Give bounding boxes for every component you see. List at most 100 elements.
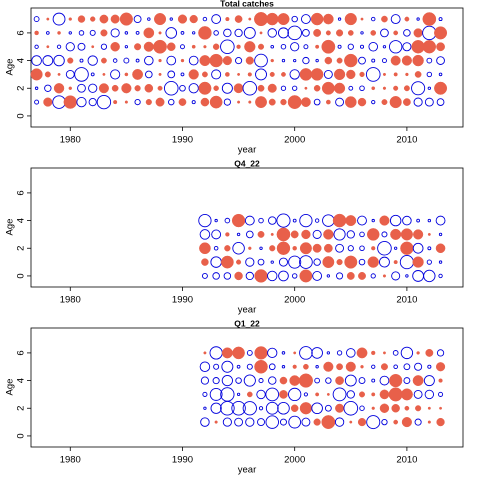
bubble-positive (336, 363, 343, 371)
bubble-negative (423, 375, 435, 387)
bubble-negative (290, 42, 300, 52)
y-axis-label: Age (5, 219, 16, 236)
bubble-positive (258, 43, 265, 50)
x-tick-label: 2000 (284, 295, 305, 306)
bubble-positive (379, 389, 390, 400)
bubble-negative (234, 417, 243, 427)
bubble-positive (68, 17, 72, 21)
bubble-positive (411, 40, 425, 54)
bubble-positive (299, 242, 312, 255)
x-axis-label: year (238, 145, 256, 156)
bubble-negative (34, 99, 40, 105)
bubble-positive (381, 99, 388, 106)
bubble-negative (236, 392, 241, 397)
bubble-negative (123, 57, 130, 64)
bubble-negative (323, 69, 333, 79)
bubble-positive (371, 406, 375, 410)
bubble-negative (399, 255, 414, 270)
bubble-negative (292, 218, 297, 223)
bubble-negative (220, 387, 235, 402)
bubble-negative (257, 258, 265, 266)
bubble-positive (281, 72, 286, 77)
bubble-positive (178, 98, 187, 106)
bubble-negative (299, 346, 313, 360)
bubble-positive (401, 55, 412, 66)
bubble-positive (268, 98, 276, 106)
bubble-positive (30, 68, 43, 81)
bubble-negative (235, 377, 242, 384)
bubble-negative (427, 86, 431, 90)
bubble-negative (211, 69, 222, 80)
bubble-positive (335, 403, 345, 413)
bubble-positive (414, 71, 422, 78)
bubble-negative (303, 44, 309, 50)
bubble-positive (304, 86, 308, 90)
bubble-positive (257, 84, 265, 92)
bubble-positive (336, 259, 343, 266)
bubble-positive (269, 245, 276, 252)
bubble-positive (276, 241, 291, 255)
bubble-positive (124, 72, 129, 77)
bubble-negative (147, 17, 151, 21)
bubble-negative (145, 70, 153, 79)
bubble-negative (214, 218, 218, 223)
bubble-negative (322, 214, 335, 227)
bubble-positive (101, 57, 107, 64)
bubble-positive (371, 392, 376, 397)
bubble-negative (56, 44, 62, 49)
bubble-positive (371, 350, 376, 356)
bubble-negative (278, 257, 288, 267)
bubble-positive (134, 85, 141, 92)
bubble-negative (213, 245, 219, 251)
bubble-positive (254, 269, 268, 283)
bubble-positive (269, 71, 275, 77)
y-tick-label: 4 (16, 218, 27, 223)
bubble-negative (232, 242, 245, 255)
bubble-positive (254, 359, 268, 374)
bubble-positive (439, 406, 442, 410)
bubble-negative (426, 57, 433, 64)
bubble-negative (210, 256, 222, 268)
bubble-negative (268, 376, 277, 385)
bubble-positive (144, 83, 154, 93)
bubble-negative (224, 217, 231, 224)
bubble-positive (34, 30, 39, 36)
bubble-positive (68, 86, 72, 90)
bubble-negative (412, 270, 425, 282)
bubble-positive (234, 15, 243, 23)
bubble-positive (323, 13, 334, 25)
bubble-negative (365, 67, 381, 82)
bubble-negative (332, 387, 347, 402)
bubble-negative (277, 27, 289, 39)
bubble-negative (34, 44, 39, 49)
bubble-negative (210, 402, 222, 414)
bubble-negative (413, 389, 423, 399)
bubble-negative (303, 392, 308, 397)
bubble-negative (245, 417, 255, 427)
bubble-negative (346, 390, 355, 399)
bubble-positive (326, 392, 330, 396)
bubble-negative (288, 415, 302, 429)
bubble-negative (287, 25, 302, 41)
bubble-negative (180, 44, 185, 50)
bubble-negative (52, 95, 66, 109)
bubble-positive (315, 44, 320, 49)
bubble-positive (412, 375, 424, 386)
bubble-positive (134, 43, 142, 51)
bubble-positive (393, 85, 399, 91)
bubble-negative (192, 31, 196, 35)
bubble-negative (223, 98, 231, 106)
bubble-negative (243, 26, 256, 39)
bubble-negative (236, 232, 241, 237)
bubble-positive (298, 373, 313, 388)
bubble-positive (248, 100, 252, 104)
bubble-negative (199, 361, 211, 372)
bubble-negative (438, 391, 444, 397)
bubble-positive (357, 418, 367, 427)
x-axis-label: year (238, 465, 256, 476)
bubble-negative (347, 245, 354, 252)
x-tick-label: 2010 (396, 295, 417, 306)
bubble-negative (360, 31, 364, 35)
bubble-negative (371, 16, 376, 22)
bubble-positive (257, 231, 265, 238)
